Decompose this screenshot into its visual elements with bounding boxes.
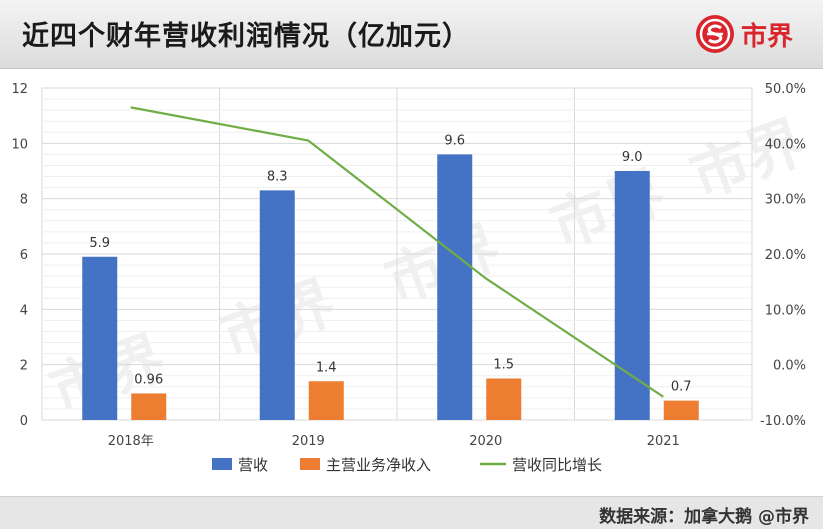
data-source: 数据来源：加拿大鹅 @市界	[599, 507, 809, 527]
legend-label: 营收	[238, 456, 268, 474]
legend-swatch-bar	[212, 458, 232, 470]
data-label: 1.5	[493, 358, 514, 373]
x-tick-label: 2019	[292, 434, 325, 449]
bar-net-income	[663, 400, 699, 420]
x-tick-label: 2018年	[108, 434, 154, 449]
brand: 市界	[695, 14, 793, 54]
brand-logo-icon	[695, 15, 734, 53]
y-left-tick-label: 2	[20, 359, 28, 374]
bar-revenue	[259, 190, 295, 420]
footer-bar: 数据来源：加拿大鹅 @市界	[0, 496, 823, 529]
data-label: 5.9	[89, 236, 110, 251]
legend: 营收 主营业务净收入 营收同比增长	[212, 456, 602, 474]
y-left-tick-label: 8	[20, 193, 28, 208]
y-right-tick-label: 30.0%	[765, 193, 806, 208]
data-label: 1.4	[316, 360, 337, 375]
data-label: 0.7	[671, 380, 692, 395]
bar-net-income	[486, 378, 522, 420]
brand-name: 市界	[740, 21, 793, 52]
line-layer	[130, 106, 664, 398]
revenue-profit-chart: 市界市界市界市界市界 5.98.39.69.00.961.41.50.7 024…	[11, 82, 813, 474]
y-right-tick-label: 20.0%	[765, 248, 806, 263]
bar-revenue	[614, 171, 650, 420]
legend-swatch-bar	[300, 458, 320, 470]
x-tick-label: 2020	[469, 434, 502, 449]
legend-label: 营收同比增长	[512, 456, 602, 474]
data-label: 8.3	[267, 169, 288, 184]
y-right-tick-label: 10.0%	[765, 303, 806, 318]
header-bar: 近四个财年营收利润情况（亿加元） 市界	[0, 0, 823, 69]
x-tick-label: 2021	[647, 434, 680, 449]
y-left-tick-label: 12	[11, 82, 28, 97]
bar-net-income	[131, 393, 167, 420]
axis-layer: 0 2 4 6 8 10 12 -10.0% 0.0% 10.0% 20.0% 30.0% 40.0% 5…	[11, 82, 806, 449]
y-left-tick-label: 4	[20, 303, 28, 318]
data-label: 9.0	[622, 150, 643, 165]
y-left-tick-label: 0	[20, 414, 28, 429]
legend-label: 主营业务净收入	[326, 456, 431, 474]
y-right-tick-label: 40.0%	[765, 137, 806, 152]
y-left-tick-label: 10	[11, 137, 28, 152]
data-label-layer: 5.9 8.3 9.6 9.0 0.96 1.4 1.5 0.7	[89, 133, 691, 394]
data-label: 9.6	[444, 133, 465, 148]
page-title: 近四个财年营收利润情况（亿加元）	[22, 21, 470, 52]
bar-revenue	[437, 154, 473, 420]
y-right-tick-label: -10.0%	[760, 414, 806, 429]
y-right-tick-label: 0.0%	[773, 359, 806, 374]
bar-revenue	[82, 256, 118, 420]
bar-layer	[82, 154, 699, 420]
y-left-tick-label: 6	[20, 248, 28, 263]
y-right-tick-label: 50.0%	[765, 82, 806, 97]
bar-net-income	[308, 381, 344, 420]
growth-line	[130, 106, 664, 398]
data-label: 0.96	[134, 372, 163, 387]
